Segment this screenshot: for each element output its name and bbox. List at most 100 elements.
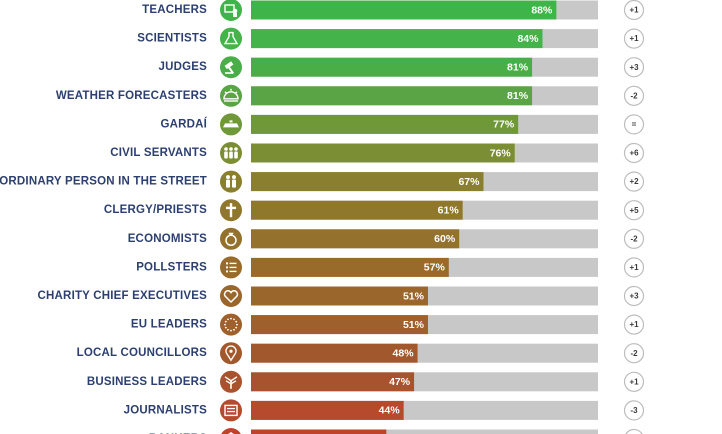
gavel-icon	[220, 56, 242, 79]
value-label: 51%	[403, 319, 425, 331]
change-badge: -3	[623, 400, 645, 421]
bar-row: JOURNALISTS 44% -3	[124, 399, 645, 422]
bank-icon	[221, 428, 241, 434]
value-label: 60%	[434, 233, 456, 245]
value-label: 81%	[507, 61, 529, 73]
bar-row: CIVIL SERVANTS 76% +6	[110, 142, 645, 164]
people-group-icon	[220, 142, 242, 164]
change-label: +2	[629, 177, 639, 186]
value-label: 51%	[403, 290, 425, 302]
cross-icon	[220, 199, 242, 222]
change-badge: -2	[623, 228, 645, 249]
category-label: CLERGY/PRIESTS	[104, 204, 207, 216]
value-label: 88%	[531, 4, 553, 16]
person-pair-icon	[220, 170, 242, 193]
change-label: +1	[629, 6, 639, 15]
change-badge: +1	[623, 371, 645, 392]
bar	[251, 343, 418, 363]
value-label: 61%	[438, 204, 460, 216]
bar-row: CLERGY/PRIESTS 61% +5	[104, 199, 645, 222]
teacher-icon	[220, 0, 242, 21]
change-badge: +1	[623, 257, 645, 278]
change-label: =	[632, 120, 637, 129]
bar	[251, 86, 533, 106]
category-label: POLLSTERS	[136, 261, 207, 273]
bar	[251, 29, 543, 49]
value-label: 81%	[507, 90, 529, 102]
change-label: -2	[630, 91, 638, 100]
bar-track	[251, 429, 598, 434]
change-badge: +2	[623, 171, 645, 192]
bar-row: TEACHERS 88% +1	[142, 0, 645, 21]
checklist-icon	[220, 256, 242, 279]
bar-row: BANKERS39%-1	[149, 428, 643, 434]
bar	[251, 114, 519, 134]
bar-row: WEATHER FORECASTERS 81% -2	[56, 84, 645, 107]
change-label: +3	[629, 63, 639, 72]
bar	[251, 200, 463, 220]
bar	[251, 172, 484, 192]
value-label: 44%	[379, 405, 401, 417]
change-badge: =	[623, 114, 645, 135]
flask-icon	[220, 27, 242, 50]
change-label: +1	[629, 377, 639, 386]
value-label: 77%	[493, 119, 515, 131]
change-label: +1	[629, 263, 639, 272]
change-badge: +6	[623, 142, 645, 164]
change-badge: -2	[623, 343, 645, 364]
change-label: +3	[629, 292, 639, 301]
bar	[251, 143, 515, 163]
change-label: +1	[629, 320, 639, 329]
bar-row: BUSINESS LEADERS 47% +1	[87, 370, 645, 393]
weather-icon	[220, 84, 242, 107]
bar	[251, 257, 449, 277]
category-label: TEACHERS	[142, 4, 207, 16]
change-label: -2	[630, 234, 638, 243]
change-label: +1	[629, 34, 639, 43]
bar-row: JUDGES 81% +3	[159, 56, 645, 79]
bar	[251, 372, 415, 392]
change-badge: +1	[623, 28, 645, 49]
category-label: BUSINESS LEADERS	[87, 376, 207, 388]
police-car-icon	[220, 113, 242, 136]
change-badge: +1	[623, 314, 645, 335]
bar	[251, 429, 387, 434]
value-label: 47%	[389, 376, 411, 388]
eu-stars-icon	[220, 313, 242, 336]
bar	[251, 286, 428, 306]
money-bag-icon	[220, 227, 242, 250]
bar	[251, 400, 404, 420]
change-label: +5	[629, 206, 639, 215]
bar	[251, 315, 428, 335]
bar-row: EU LEADERS 51% +1	[131, 313, 645, 336]
newspaper-icon	[220, 399, 242, 422]
value-label: 84%	[517, 33, 539, 45]
category-label: CIVIL SERVANTS	[110, 147, 207, 159]
change-label: +6	[629, 149, 639, 158]
bar-row: POLLSTERS 57% +1	[136, 256, 645, 279]
bar	[251, 0, 557, 20]
value-label: 48%	[393, 347, 415, 359]
value-label: 57%	[424, 262, 446, 274]
value-label: 67%	[458, 176, 480, 188]
category-label: WEATHER FORECASTERS	[56, 90, 207, 102]
category-label: CHARITY CHIEF EXECUTIVES	[38, 290, 208, 302]
change-badge: +3	[623, 57, 645, 78]
map-pin-icon	[220, 342, 242, 365]
category-label: EU LEADERS	[131, 319, 207, 331]
bar-row: GARDAÍ 77% =	[160, 113, 645, 136]
bar-row: LOCAL COUNCILLORS 48% -2	[77, 342, 645, 365]
category-label: SCIENTISTS	[137, 33, 207, 45]
change-label: -2	[630, 349, 638, 358]
category-label: JUDGES	[159, 61, 208, 73]
change-badge: +3	[623, 285, 645, 307]
heart-hand-icon	[220, 285, 242, 307]
category-label: ECONOMISTS	[128, 233, 207, 245]
category-label: GARDAÍ	[160, 117, 207, 130]
bar-row: CHARITY CHIEF EXECUTIVES 51% +3	[38, 285, 645, 307]
change-badge: -2	[623, 85, 645, 106]
bar	[251, 57, 533, 77]
bar-row: ECONOMISTS 60% -2	[128, 227, 645, 250]
change-badge: -1	[625, 428, 643, 434]
